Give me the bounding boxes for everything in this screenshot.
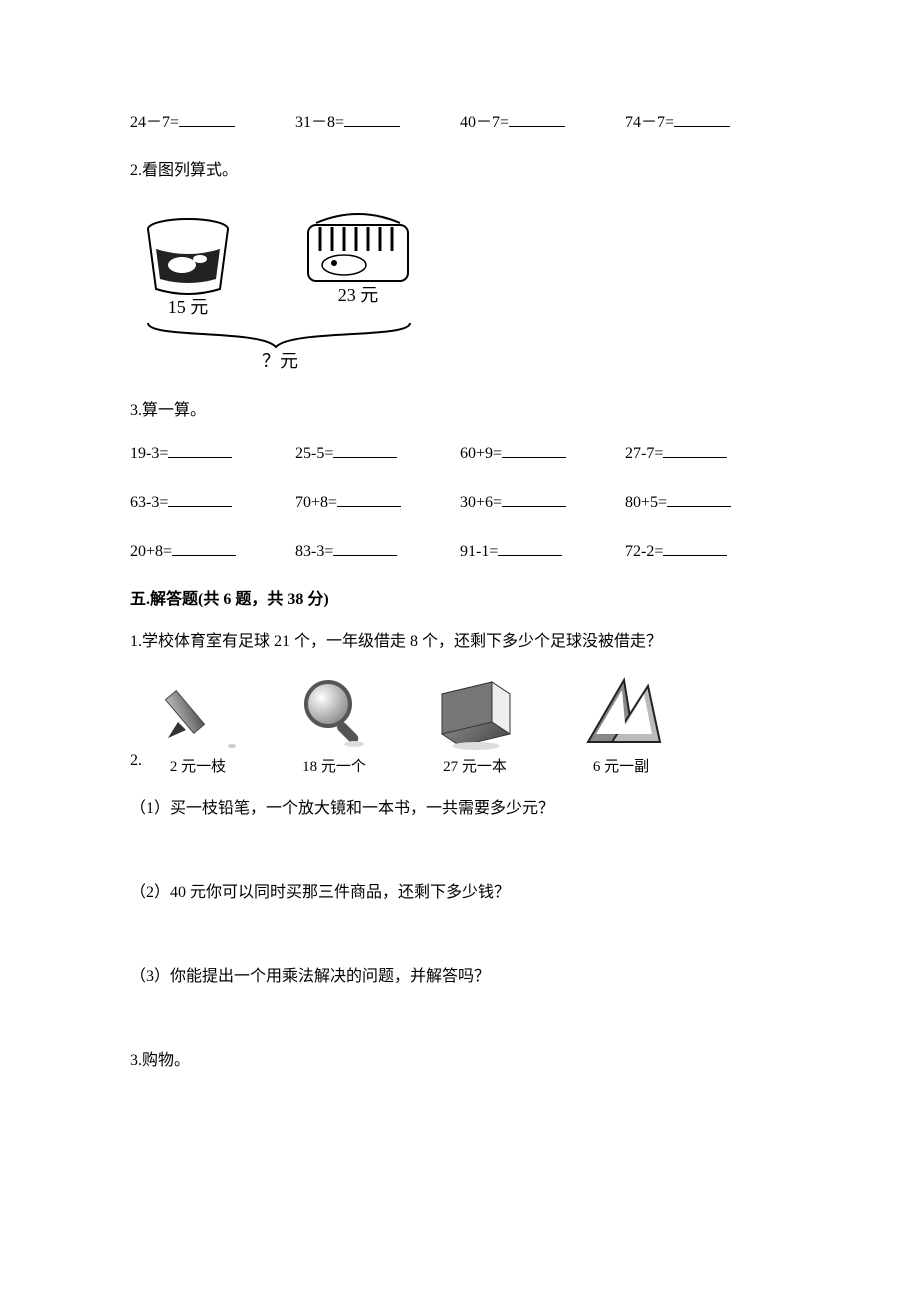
g2b-lhs: 70+8= (295, 494, 337, 511)
g3b-lhs: 83-3= (295, 543, 333, 560)
g3c-lhs: 91-1= (460, 543, 498, 560)
g2d: 80+5= (625, 490, 790, 515)
g3d-lhs: 72-2= (625, 543, 663, 560)
g1a: 19-3= (130, 441, 295, 466)
problem-2-number: 2. (130, 749, 158, 779)
g1d: 27-7= (625, 441, 790, 466)
g2a-lhs: 63-3= (130, 494, 168, 511)
problem-3: 3.购物。 (130, 1049, 790, 1073)
g1d-lhs: 27-7= (625, 445, 663, 462)
expr-1d: 74－7= (625, 110, 790, 135)
section-5-heading: 五.解答题(共 6 题，共 38 分) (130, 588, 790, 612)
g1b-lhs: 25-5= (295, 445, 333, 462)
expr-1c: 40－7= (460, 110, 625, 135)
g3a-lhs: 20+8= (130, 543, 172, 560)
blank-g1c[interactable] (502, 441, 566, 458)
g3c: 91-1= (460, 539, 625, 564)
grid-row-1: 19-3= 25-5= 60+9= 27-7= (130, 441, 790, 466)
blank-g1d[interactable] (663, 441, 727, 458)
g2a: 63-3= (130, 490, 295, 515)
p2-sub-3: （3）你能提出一个用乘法解决的问题，并解答吗？ (130, 965, 790, 989)
q2-figure: 15 元 23 元 ？元 (130, 201, 790, 371)
pencil-icon (158, 672, 238, 752)
blank-g2c[interactable] (502, 490, 566, 507)
grid-row-3: 20+8= 83-3= 91-1= 72-2= (130, 539, 790, 564)
p2-sub-1: （1）买一枝铅笔，一个放大镜和一本书，一共需要多少元？ (130, 797, 790, 821)
blank-1d[interactable] (674, 110, 730, 127)
problem-1: 1.学校体育室有足球 21 个，一年级借走 8 个，还剩下多少个足球没被借走？ (130, 630, 790, 654)
blank-g3b[interactable] (333, 539, 397, 556)
blank-g3d[interactable] (663, 539, 727, 556)
arithmetic-row-1: 24－7= 31－8= 40－7= 74－7= (130, 110, 790, 135)
blank-g3a[interactable] (172, 539, 236, 556)
svg-text:15 元: 15 元 (168, 297, 209, 317)
book-price: 27 元一本 (443, 756, 507, 779)
g1b: 25-5= (295, 441, 460, 466)
q3-title: 3.算一算。 (130, 399, 790, 423)
g1a-lhs: 19-3= (130, 445, 168, 462)
g3a: 20+8= (130, 539, 295, 564)
blank-1c[interactable] (509, 110, 565, 127)
g2c: 30+6= (460, 490, 625, 515)
g2c-lhs: 30+6= (460, 494, 502, 511)
p2-sub-2: （2）40 元你可以同时买那三件商品，还剩下多少钱？ (130, 881, 790, 905)
q2-title: 2.看图列算式。 (130, 159, 790, 183)
blank-g2d[interactable] (667, 490, 731, 507)
expr-1d-lhs: 74－7= (625, 114, 674, 131)
grid-row-2: 63-3= 70+8= 30+6= 80+5= (130, 490, 790, 515)
g2b: 70+8= (295, 490, 460, 515)
ruler-icon (576, 672, 666, 752)
svg-text:？元: ？元 (262, 351, 298, 371)
blank-g3c[interactable] (498, 539, 562, 556)
figure-svg: 15 元 23 元 ？元 (130, 201, 420, 371)
worksheet-page: 24－7= 31－8= 40－7= 74－7= 2.看图列算式。 15 元 (0, 0, 920, 1171)
product-magnifier: 18 元一个 (294, 672, 374, 779)
blank-g2a[interactable] (168, 490, 232, 507)
expr-1a: 24－7= (130, 110, 295, 135)
blank-g2b[interactable] (337, 490, 401, 507)
g2d-lhs: 80+5= (625, 494, 667, 511)
book-icon (430, 672, 520, 752)
blank-1a[interactable] (179, 110, 235, 127)
pencil-price: 2 元一枝 (170, 756, 226, 779)
magnifier-icon (294, 672, 374, 752)
blank-g1a[interactable] (168, 441, 232, 458)
ruler-price: 6 元一副 (593, 756, 649, 779)
g3b: 83-3= (295, 539, 460, 564)
expr-1b-lhs: 31－8= (295, 114, 344, 131)
magnifier-price: 18 元一个 (302, 756, 366, 779)
expr-1c-lhs: 40－7= (460, 114, 509, 131)
expr-1a-lhs: 24－7= (130, 114, 179, 131)
blank-g1b[interactable] (333, 441, 397, 458)
g3d: 72-2= (625, 539, 790, 564)
g1c: 60+9= (460, 441, 625, 466)
product-book: 27 元一本 (430, 672, 520, 779)
expr-1b: 31－8= (295, 110, 460, 135)
problem-2-row: 2. 2 元一枝 (130, 672, 790, 779)
product-pencil: 2 元一枝 (158, 672, 238, 779)
g1c-lhs: 60+9= (460, 445, 502, 462)
svg-text:23 元: 23 元 (338, 285, 379, 305)
blank-1b[interactable] (344, 110, 400, 127)
product-ruler: 6 元一副 (576, 672, 666, 779)
